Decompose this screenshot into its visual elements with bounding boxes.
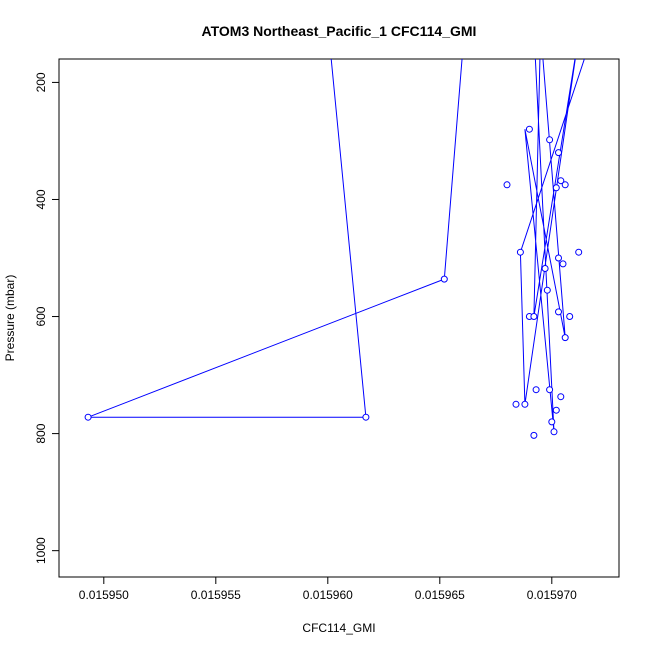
y-axis-label: Pressure (mbar) — [3, 275, 17, 362]
data-point — [561, 181, 569, 189]
y-tick-label: 400 — [34, 189, 48, 209]
data-point — [555, 149, 562, 157]
data-point — [543, 286, 551, 294]
data-point — [530, 313, 538, 320]
data-point — [546, 136, 554, 144]
x-axis-label: CFC114_GMI — [302, 621, 375, 635]
data-point — [561, 334, 569, 342]
y-axis: 200 400 600 800 1000 — [34, 72, 60, 564]
data-point — [550, 428, 558, 436]
x-axis: 0.015950 0.015955 0.015960 0.015965 0.015970 — [79, 576, 577, 602]
x-tick-label: 0.015955 — [191, 588, 241, 602]
data-point — [566, 313, 574, 320]
y-tick-label: 200 — [34, 72, 48, 92]
data-point — [440, 275, 448, 283]
x-tick-label: 0.015965 — [415, 588, 465, 602]
x-tick-label: 0.015970 — [527, 588, 577, 602]
y-tick-label: 1000 — [34, 537, 48, 564]
data-point — [555, 308, 562, 316]
series-line — [87, 59, 585, 432]
data-point — [521, 400, 529, 408]
x-tick-label: 0.015950 — [79, 588, 129, 602]
chart-title: ATOM3 Northeast_Pacific_1 CFC114_GMI — [202, 23, 477, 39]
data-point — [548, 418, 556, 426]
data-point — [575, 248, 583, 256]
plot-area — [58, 58, 620, 578]
data-point — [530, 431, 538, 439]
data-point — [555, 254, 562, 262]
x-tick-label: 0.015960 — [303, 588, 353, 602]
data-point — [559, 260, 567, 268]
data-point — [541, 265, 549, 272]
data-layer — [84, 59, 585, 439]
data-point — [557, 393, 565, 401]
data-point — [503, 181, 511, 189]
data-point — [525, 125, 533, 133]
y-tick-label: 600 — [34, 306, 48, 326]
data-point — [532, 386, 540, 394]
data-point — [552, 406, 560, 414]
data-point — [552, 184, 560, 192]
data-point — [557, 177, 565, 185]
y-tick-label: 800 — [34, 423, 48, 443]
data-point — [84, 413, 92, 421]
data-point — [512, 400, 520, 408]
data-point — [516, 248, 524, 256]
data-point — [362, 413, 370, 421]
data-point — [546, 386, 554, 394]
